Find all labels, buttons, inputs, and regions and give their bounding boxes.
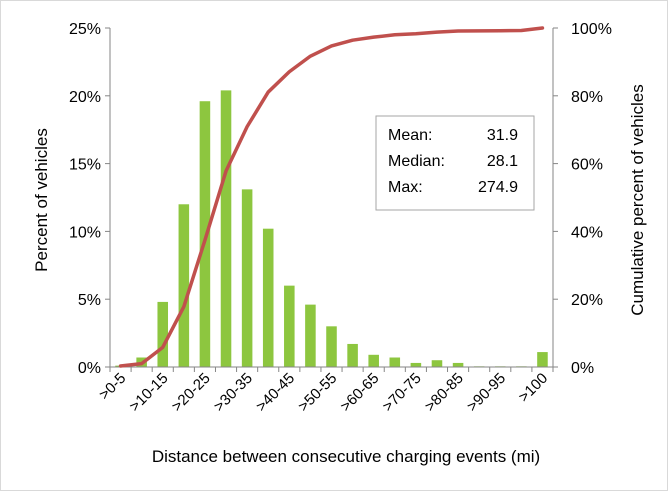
- bars-layer: [115, 90, 548, 367]
- cumulative-point-17: [478, 30, 480, 32]
- y-tick-label: 20%: [69, 89, 101, 106]
- cumulative-point-9: [309, 55, 311, 57]
- cumulative-point-3: [183, 306, 185, 308]
- y2-tick-label: 100%: [571, 21, 612, 38]
- y-axis-label: Percent of vehicles: [32, 128, 51, 272]
- cumulative-point-6: [246, 126, 248, 128]
- cumulative-point-16: [457, 30, 459, 32]
- line-layer: [118, 26, 545, 368]
- bar-9: [305, 304, 316, 367]
- stats-label-median: Median:: [388, 153, 445, 170]
- y-tick-label: 25%: [69, 21, 101, 38]
- axes-layer: [109, 28, 554, 368]
- cumulative-point-8: [288, 71, 290, 73]
- stats-box-frame: [375, 115, 535, 211]
- cumulative-point-18: [499, 30, 501, 32]
- bar-3: [178, 204, 190, 367]
- cumulative-point-4: [204, 239, 206, 241]
- cumulative-point-19: [520, 30, 522, 32]
- bar-10: [326, 326, 337, 367]
- cumulative-point-2: [162, 346, 164, 348]
- y-tick-label: 5%: [78, 292, 101, 309]
- bar-16: [452, 362, 464, 367]
- stats-value-median: 28.1: [487, 153, 518, 170]
- bar-13: [389, 357, 401, 367]
- cumulative-point-5: [225, 170, 227, 172]
- cumulative-point-10: [331, 45, 332, 47]
- bar-2: [157, 301, 169, 367]
- stats-label-mean: Mean:: [388, 127, 432, 144]
- y-tick-label: 0%: [78, 360, 101, 377]
- cumulative-point-12: [373, 36, 375, 38]
- bar-6: [241, 189, 253, 367]
- bar-7: [262, 228, 274, 367]
- y2-tick-label: 80%: [571, 89, 603, 106]
- stats-box: Mean: 31.9 Median: 28.1 Max: 274.9: [375, 115, 535, 211]
- bar-20: [537, 352, 548, 367]
- y2-axis-label: Cumulative percent of vehicles: [628, 84, 647, 316]
- cumulative-point-0: [120, 365, 122, 367]
- x-axis-label: Distance between consecutive charging ev…: [152, 447, 540, 466]
- y2-tick-label: 0%: [571, 360, 594, 377]
- cumulative-point-11: [352, 39, 354, 41]
- bar-5: [220, 90, 232, 367]
- y2-tick-label: 40%: [571, 224, 603, 241]
- cumulative-point-1: [141, 363, 143, 365]
- y2-tick-label: 60%: [571, 157, 603, 174]
- bar-8: [284, 285, 295, 367]
- cumulative-point-7: [267, 91, 269, 93]
- y-tick-label: 15%: [69, 157, 101, 174]
- cumulative-point-14: [415, 33, 417, 35]
- stats-value-mean: 31.9: [487, 127, 518, 144]
- stats-value-max: 274.9: [478, 179, 518, 196]
- y-tick-label: 10%: [69, 224, 101, 241]
- stats-label-max: Max:: [388, 179, 423, 196]
- bar-14: [410, 362, 422, 367]
- bar-11: [347, 343, 358, 367]
- cumulative-point-13: [394, 34, 396, 36]
- bar-15: [431, 360, 443, 367]
- y2-tick-label: 20%: [571, 292, 603, 309]
- bar-4: [199, 101, 211, 367]
- cumulative-point-15: [436, 31, 438, 33]
- bar-12: [368, 354, 379, 367]
- cumulative-point-20: [541, 27, 543, 29]
